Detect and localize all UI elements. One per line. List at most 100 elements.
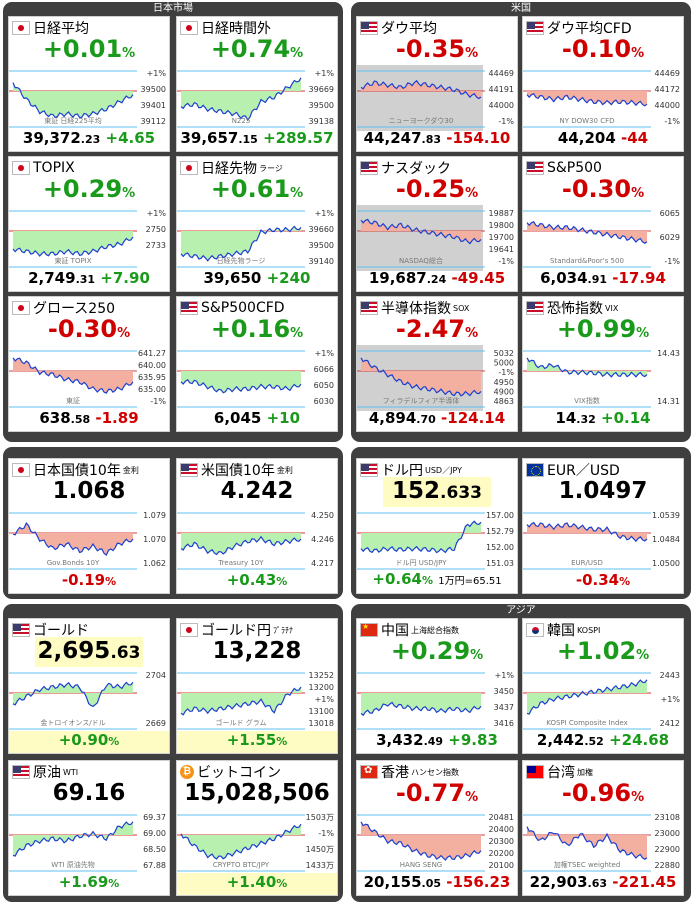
current-level: 69.16 (52, 780, 126, 806)
price-line (360, 520, 482, 554)
axis-label: 3437 (494, 703, 514, 712)
percent-change: -0.30% (561, 175, 645, 203)
axis-label: 1.0484 (652, 535, 680, 544)
axis-label: 4.246 (311, 535, 334, 544)
instrument-name: ビットコイン (197, 765, 281, 781)
card-header: 香港 ハンセン指数 (360, 764, 459, 781)
market-card[interactable]: 香港 ハンセン指数 -0.77% HANG SENG 20481 20400 203… (356, 760, 518, 896)
chart-watermark: 東証 TOPIX (54, 256, 91, 265)
change-area (361, 219, 481, 244)
market-card[interactable]: S&P500 -0.30% Standard&Poor's 500 6065 60… (522, 156, 684, 292)
axis-label: 13018 (309, 719, 334, 728)
percent-change: +0.90% (9, 731, 169, 753)
price-line (12, 82, 134, 119)
intraday-chart: ニューヨークダウ30 44469 44191 44000 -1% (357, 65, 514, 131)
change-area (361, 693, 481, 716)
market-card[interactable]: 韓国 KOSPI +1.02% KOSPI Composite Index 24… (522, 618, 684, 754)
market-card[interactable]: 原油 WTI 69.16 WTI 原油先物 69.37 69.00 68.50 67.… (8, 760, 170, 896)
axis-label: 39660 (309, 225, 334, 234)
chart-watermark: KOSPI Composite Index (546, 719, 628, 727)
percent-change: +0.01% (42, 35, 136, 63)
axis-label: 39401 (141, 101, 166, 110)
axis-label: -1% (664, 257, 680, 266)
chart-watermark: 日経先物ラージ (217, 256, 266, 265)
axis-label: 22900 (655, 845, 680, 854)
axis-label: 6030 (314, 397, 334, 406)
price-line (526, 521, 648, 543)
axis-label: 1.070 (143, 535, 166, 544)
percent-change: -2.47% (395, 315, 479, 343)
market-card[interactable]: ゴールド円 ﾌﾟﾗﾁﾅ 13,228 ゴールド グラム 13252 13200 +1… (176, 618, 338, 754)
market-card[interactable]: 日経先物 ラージ +0.61% 日経先物ラージ +1% 39660 39500 391… (176, 156, 338, 292)
market-card[interactable]: EUR／USD 1.0497 EUR/USD 1.0539 1.0484 1.050… (522, 458, 684, 594)
price-line (12, 357, 134, 394)
chart-watermark: 加権TSEC weighted (554, 860, 621, 869)
current-level: 2,695.63 (35, 637, 143, 667)
us-flag-icon (526, 301, 544, 315)
market-card[interactable]: ナスダック -0.25% NASDAQ総合 19887 19800 19700 196… (356, 156, 518, 292)
axis-label: 14.43 (657, 349, 680, 358)
market-card[interactable]: ₿ ビットコイン 15,028,506 CRYPTO BTC/JPY 1503万… (176, 760, 338, 896)
market-card[interactable]: ダウ平均 -0.35% ニューヨークダウ30 44469 44191 44000 -1… (356, 16, 518, 152)
market-card[interactable]: ゴールド 2,695.63 金トロイオンス/ドル 2704 2669 +0.90% (8, 618, 170, 754)
price-line (526, 93, 648, 107)
cn-flag-icon (360, 623, 378, 637)
axis-label: 2412 (660, 719, 680, 728)
axis-label: 5032 (494, 349, 514, 358)
axis-label: 23108 (655, 813, 680, 822)
percent-change: +1.02% (556, 637, 650, 665)
market-card[interactable]: 台湾 加権 -0.96% 加権TSEC weighted 23108 23000 2… (522, 760, 684, 896)
market-card[interactable]: ダウ平均CFD -0.10% NY DOW30 CFD 44469 44172 44… (522, 16, 684, 152)
card-header: 半導体指数 SOX (360, 300, 469, 317)
chart-watermark: EUR/USD (571, 559, 603, 567)
market-card[interactable]: TOPIX +0.29% 東証 TOPIX +1% 2750 2733 2,749.… (8, 156, 170, 292)
price-footer: 2,749.31 +7.90 (28, 269, 150, 287)
intraday-chart: CRYPTO BTC/JPY 1503万 -1% 1450万 1433万 (177, 813, 334, 872)
axis-label: 67.88 (143, 861, 166, 870)
market-card[interactable]: 日経時間外 +0.74% N225 +1% 39669 39500 39138 39,… (176, 16, 338, 152)
market-card[interactable]: 半導体指数 SOX -2.47% フィラデルフィア半導体 5032 5000 -1%… (356, 296, 518, 432)
us-flag-icon (360, 301, 378, 315)
change-area (181, 824, 301, 859)
chart-watermark: 東証 日経225平均 (44, 116, 102, 125)
instrument-name: 中国 (381, 623, 409, 639)
price-footer: 44,247.83 -154.10 (363, 129, 511, 147)
market-card[interactable]: グロース250 -0.30% 東証 641.27 640.00 635.95 635.… (8, 296, 170, 432)
price-line (526, 357, 648, 378)
chart-watermark: ドル円 USD/JPY (396, 559, 448, 567)
intraday-chart: 東証 641.27 640.00 635.95 635.00 -1% (9, 349, 166, 408)
change-area (527, 826, 647, 860)
market-card[interactable]: ドル円 USD／JPY 152.633 ドル円 USD/JPY 157.00 15… (356, 458, 518, 594)
intraday-chart: +1% 3450 3437 3416 (357, 671, 515, 730)
axis-label: 151.03 (486, 559, 514, 568)
instrument-name: 日本国債10年 (33, 463, 121, 479)
axis-label: 39138 (309, 117, 334, 126)
market-card[interactable]: 日経平均 +0.01% 東証 日経225平均 +1% 39500 39401 3911… (8, 16, 170, 152)
axis-label: 20100 (489, 861, 514, 870)
axis-label: +1% (315, 209, 335, 218)
price-footer: 2,442.52 +24.68 (536, 731, 670, 749)
card-header: ダウ平均CFD (526, 20, 634, 37)
market-card[interactable]: 恐怖指数 VIX +0.99% VIX指数 14.43 14.31 14.32 +… (522, 296, 684, 432)
card-header: TOPIX (12, 160, 77, 176)
market-card[interactable]: S&P500CFD +0.16% +1% 6066 6050 6030 6,045 +… (176, 296, 338, 432)
market-card[interactable]: 中国 上海総合指数 +0.29% +1% 3450 3437 3416 3,432.4… (356, 618, 518, 754)
section-title: 米国 (511, 3, 531, 14)
chart-watermark: HANG SENG (400, 861, 442, 869)
market-card[interactable]: 米国債10年 金利 4.242 Treasury 10Y 4.250 4.246 4… (176, 458, 338, 594)
chart-watermark: WTI 原油先物 (51, 860, 95, 869)
change-area (13, 821, 133, 856)
instrument-sub: 加権 (577, 767, 593, 777)
change-area (527, 357, 647, 377)
price-line (180, 225, 302, 262)
percent-change: -0.77% (395, 779, 479, 807)
axis-label: +1% (315, 69, 335, 78)
card-header: 中国 上海総合指数 (360, 622, 459, 639)
axis-label: +1% (495, 671, 515, 680)
jp-flag-icon (12, 301, 30, 315)
change-area (13, 523, 133, 556)
intraday-chart: N225 +1% 39669 39500 39138 (177, 69, 335, 128)
us-flag-icon (12, 623, 30, 637)
market-card[interactable]: 日本国債10年 金利 1.068 Gov.Bonds 10Y 1.079 1.07… (8, 458, 170, 594)
